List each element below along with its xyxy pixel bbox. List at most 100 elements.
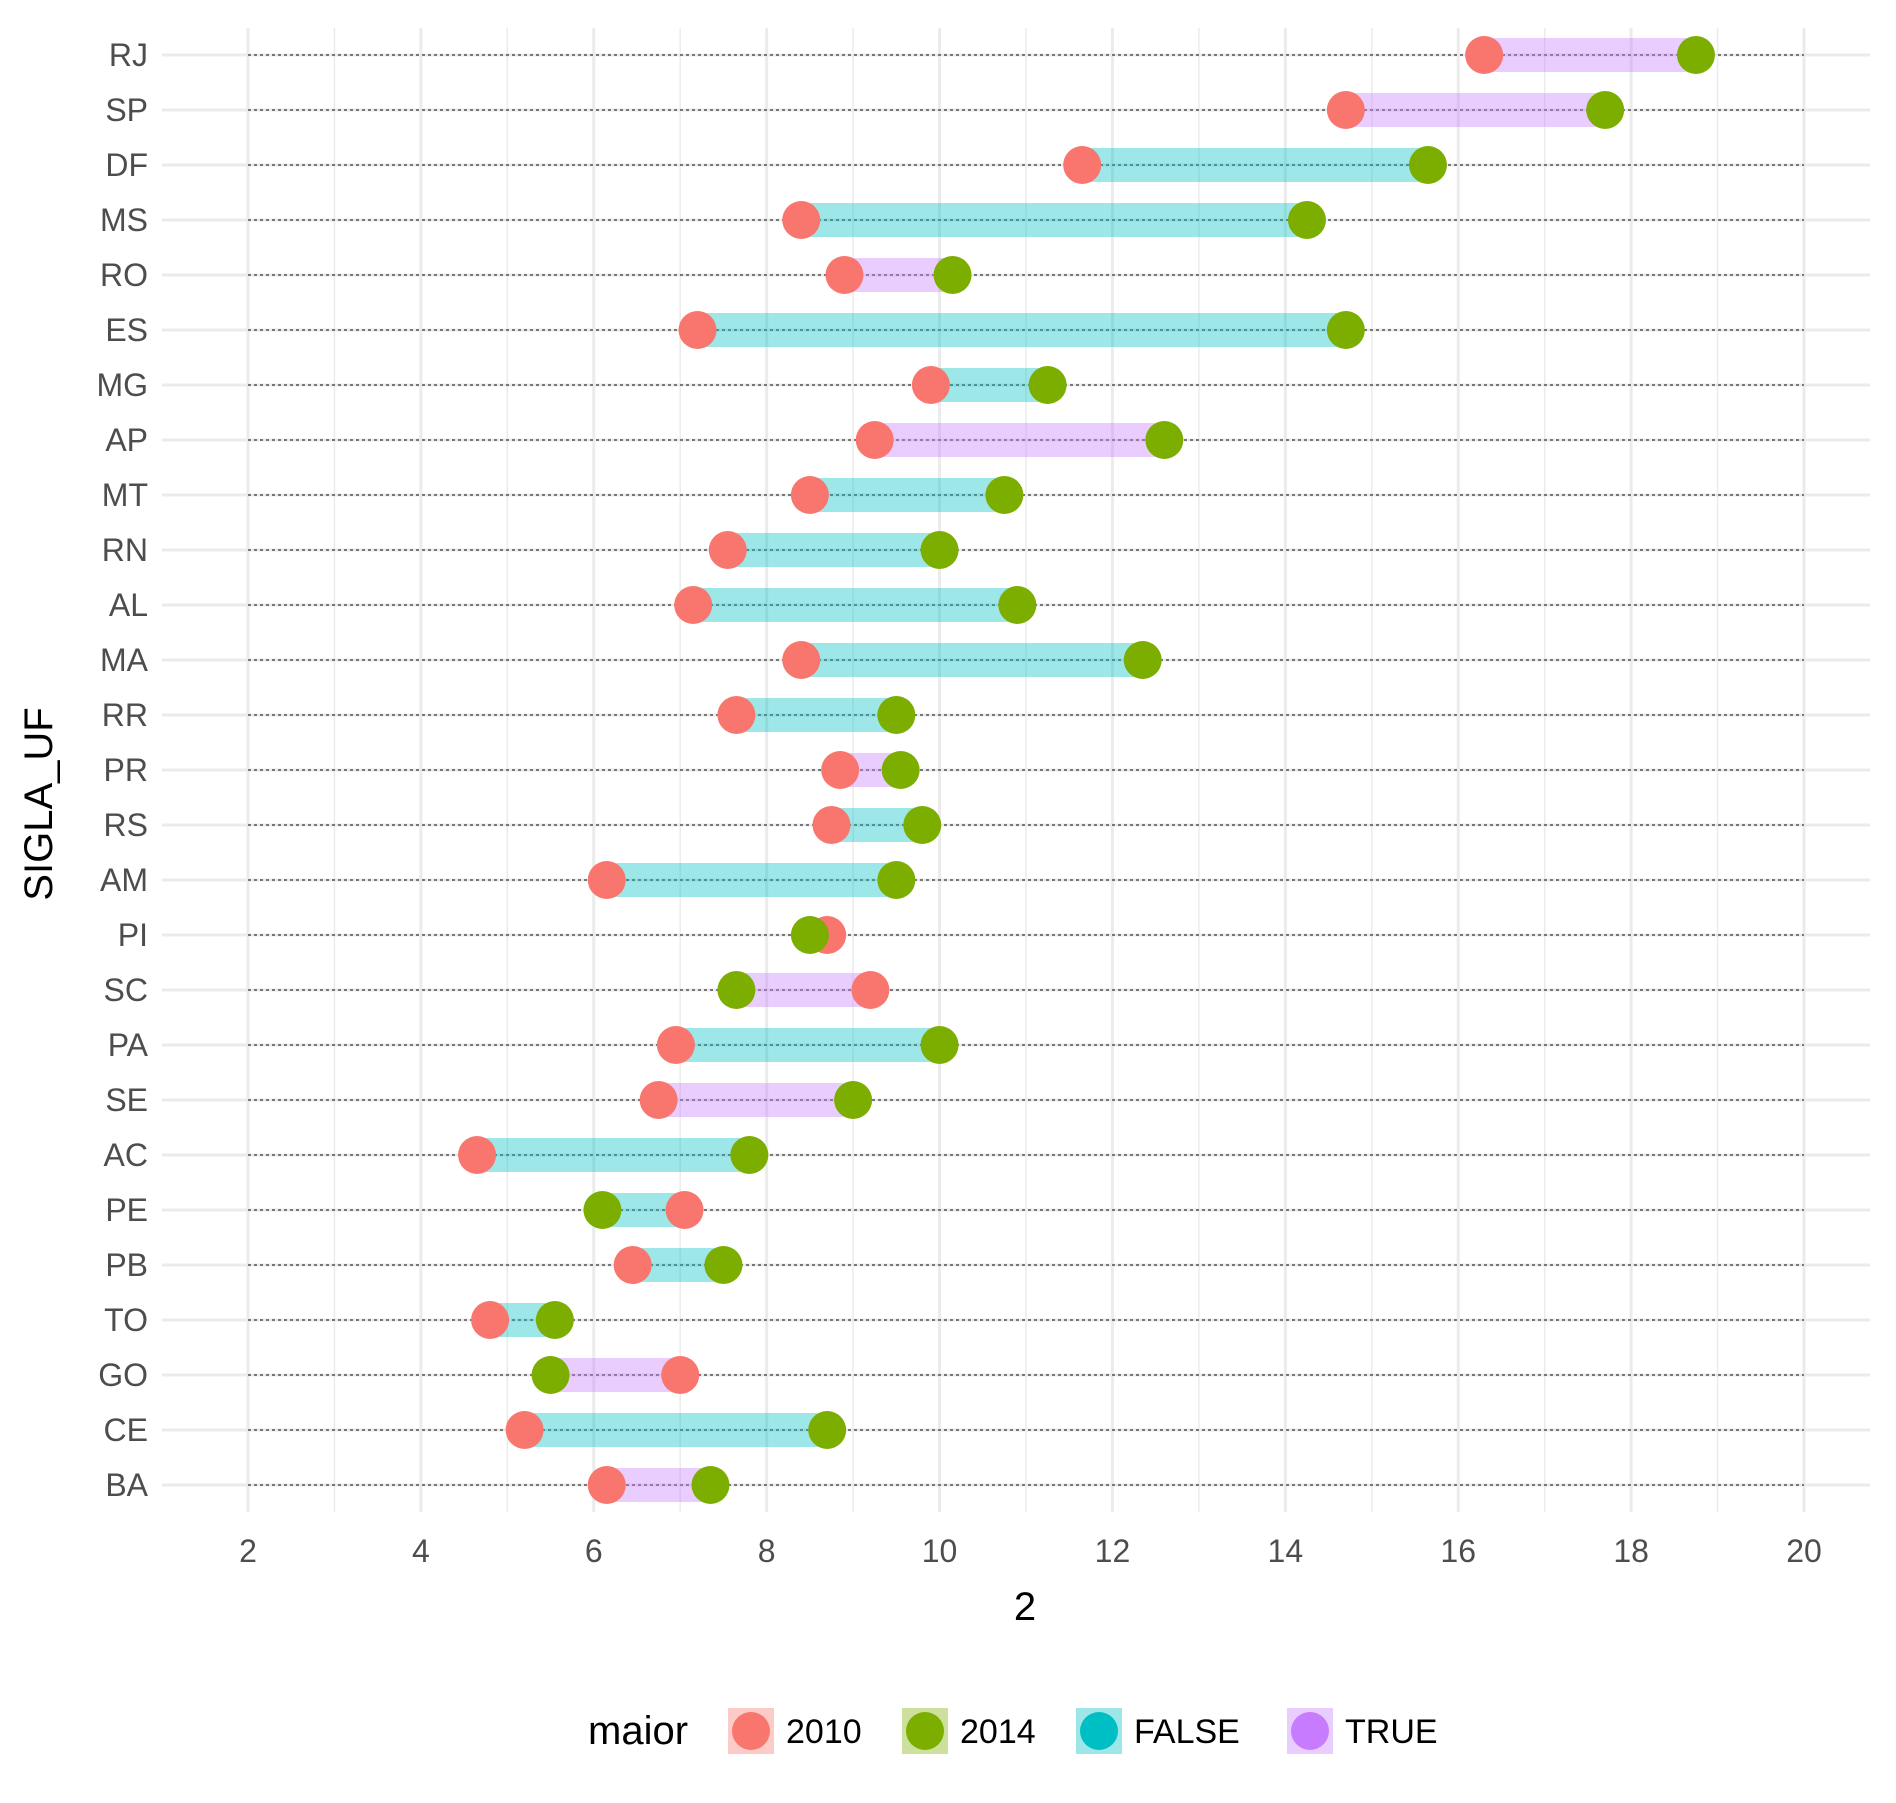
y-tick-label-mg: MG: [96, 367, 148, 403]
point-2010-rn: [708, 531, 747, 569]
x-tick-label: 2: [239, 1533, 257, 1569]
legend-item-2010: 2010: [728, 1708, 862, 1754]
x-axis-tick-labels: 2 4 6 8 10 12 14 16 18 20: [239, 1533, 1822, 1569]
point-2010-sp: [1326, 91, 1365, 129]
point-2010-ce: [505, 1411, 544, 1449]
point-2010-ba: [587, 1466, 626, 1504]
y-tick-label-ce: CE: [104, 1412, 148, 1448]
y-tick-label-ac: AC: [104, 1137, 148, 1173]
y-tick-label-ma: MA: [100, 642, 149, 678]
point-2010-mg: [911, 366, 950, 404]
legend: maior 2010 2014 FALSE TRUE: [588, 1708, 1438, 1754]
point-2010-ap: [855, 421, 894, 459]
point-2014-ma: [1123, 641, 1162, 679]
point-2010-go: [661, 1356, 700, 1394]
point-2010-rj: [1465, 36, 1504, 74]
legend-item-2014: 2014: [902, 1708, 1036, 1754]
x-tick-label: 12: [1095, 1533, 1131, 1569]
y-tick-label-rs: RS: [104, 807, 148, 843]
point-2014-es: [1326, 311, 1365, 349]
point-2014-rj: [1676, 36, 1715, 74]
y-tick-label-ap: AP: [105, 422, 148, 458]
point-2014-ac: [730, 1136, 769, 1174]
y-tick-label-ro: RO: [100, 257, 148, 293]
x-tick-label: 6: [585, 1533, 603, 1569]
point-2010-mt: [790, 476, 829, 514]
y-tick-label-df: DF: [105, 147, 148, 183]
y-tick-label-sc: SC: [104, 972, 148, 1008]
point-2014-go: [531, 1356, 570, 1394]
point-2010-sc: [851, 971, 890, 1009]
x-tick-label: 20: [1786, 1533, 1822, 1569]
legend-title: maior: [588, 1709, 688, 1753]
legend-label: TRUE: [1345, 1713, 1438, 1751]
point-2010-ro: [825, 256, 864, 294]
point-2010-ac: [458, 1136, 497, 1174]
x-tick-label: 10: [922, 1533, 958, 1569]
point-2010-ma: [782, 641, 821, 679]
point-2014-sc: [717, 971, 756, 1009]
point-2010-rr: [717, 696, 756, 734]
y-tick-label-se: SE: [105, 1082, 148, 1118]
point-2014-rn: [920, 531, 959, 569]
point-2014-ba: [691, 1466, 730, 1504]
legend-key-point: [732, 1712, 770, 1750]
legend-key-point: [1080, 1712, 1118, 1750]
point-2014-sp: [1586, 91, 1625, 129]
y-axis-title: SIGLA_UF: [17, 707, 61, 900]
point-2014-mg: [1028, 366, 1067, 404]
data-points: [458, 36, 1715, 1504]
x-tick-label: 4: [412, 1533, 430, 1569]
point-2014-pa: [920, 1026, 959, 1064]
point-2014-se: [834, 1081, 873, 1119]
legend-item-true: TRUE: [1287, 1708, 1438, 1754]
point-2014-mt: [985, 476, 1024, 514]
y-tick-label-pa: PA: [108, 1027, 149, 1063]
x-tick-label: 14: [1268, 1533, 1304, 1569]
point-2014-pi: [790, 916, 829, 954]
x-tick-label: 16: [1440, 1533, 1476, 1569]
point-2014-pr: [881, 751, 920, 789]
point-2014-am: [877, 861, 916, 899]
y-tick-label-go: GO: [98, 1357, 148, 1393]
y-tick-label-rr: RR: [102, 697, 148, 733]
legend-key-point: [906, 1712, 944, 1750]
point-2014-rs: [903, 806, 942, 844]
point-2010-es: [678, 311, 717, 349]
legend-label: 2010: [786, 1713, 862, 1751]
legend-label: FALSE: [1134, 1713, 1240, 1751]
y-tick-label-pe: PE: [105, 1192, 148, 1228]
y-axis-tick-labels: RJ SP DF MS RO ES MG AP MT RN AL MA RR PR RS AM PI SC PA SE…: [96, 37, 148, 1503]
y-tick-label-pi: PI: [118, 917, 148, 953]
y-tick-label-al: AL: [109, 587, 148, 623]
point-2014-df: [1408, 146, 1447, 184]
y-tick-label-rj: RJ: [109, 37, 148, 73]
point-2014-ms: [1287, 201, 1326, 239]
y-tick-label-to: TO: [104, 1302, 148, 1338]
point-2010-al: [674, 586, 713, 624]
point-2014-ro: [933, 256, 972, 294]
point-2010-am: [587, 861, 626, 899]
y-tick-label-am: AM: [100, 862, 148, 898]
x-tick-label: 8: [758, 1533, 776, 1569]
point-2014-rr: [877, 696, 916, 734]
x-tick-label: 18: [1613, 1533, 1649, 1569]
point-2010-pa: [656, 1026, 695, 1064]
point-2014-pb: [704, 1246, 743, 1284]
point-2010-ms: [782, 201, 821, 239]
y-tick-label-ba: BA: [105, 1467, 148, 1503]
y-tick-label-pb: PB: [105, 1247, 148, 1283]
y-tick-label-rn: RN: [102, 532, 148, 568]
y-tick-label-mt: MT: [102, 477, 148, 513]
point-2014-al: [998, 586, 1037, 624]
y-tick-label-ms: MS: [100, 202, 148, 238]
legend-item-false: FALSE: [1076, 1708, 1240, 1754]
point-2010-se: [639, 1081, 678, 1119]
grid-lines: [162, 28, 1870, 1512]
y-tick-label-sp: SP: [105, 92, 148, 128]
legend-label: 2014: [960, 1713, 1036, 1751]
point-2014-pe: [583, 1191, 622, 1229]
y-tick-label-pr: PR: [104, 752, 148, 788]
legend-key-point: [1291, 1712, 1329, 1750]
